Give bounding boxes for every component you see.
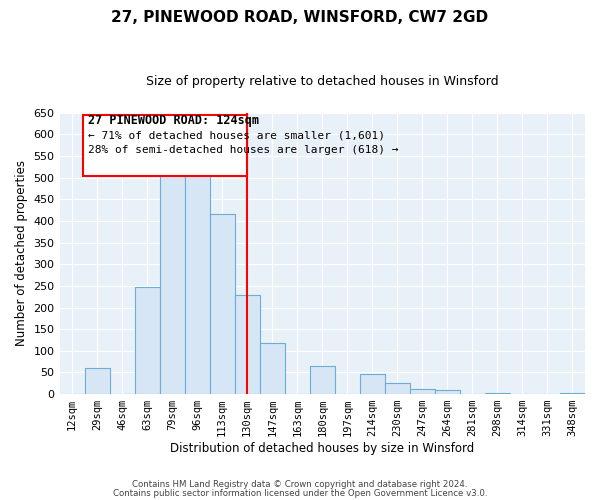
X-axis label: Distribution of detached houses by size in Winsford: Distribution of detached houses by size …	[170, 442, 475, 455]
Bar	[560, 393, 585, 394]
Text: 28% of semi-detached houses are larger (618) →: 28% of semi-detached houses are larger (…	[88, 144, 399, 154]
Bar	[260, 344, 285, 394]
Text: Contains public sector information licensed under the Open Government Licence v3: Contains public sector information licen…	[113, 488, 487, 498]
Bar	[209, 214, 235, 394]
Bar	[360, 374, 385, 394]
Text: 27 PINEWOOD ROAD: 124sqm: 27 PINEWOOD ROAD: 124sqm	[88, 114, 259, 127]
Y-axis label: Number of detached properties: Number of detached properties	[15, 160, 28, 346]
Bar	[185, 174, 209, 394]
Bar	[85, 368, 110, 394]
Bar	[160, 169, 185, 394]
Bar	[310, 366, 335, 394]
Title: Size of property relative to detached houses in Winsford: Size of property relative to detached ho…	[146, 75, 499, 88]
Bar	[134, 287, 160, 394]
Bar	[385, 384, 410, 394]
Text: Contains HM Land Registry data © Crown copyright and database right 2024.: Contains HM Land Registry data © Crown c…	[132, 480, 468, 489]
FancyBboxPatch shape	[83, 115, 247, 176]
Bar	[485, 393, 510, 394]
Text: ← 71% of detached houses are smaller (1,601): ← 71% of detached houses are smaller (1,…	[88, 130, 385, 140]
Bar	[435, 390, 460, 394]
Bar	[235, 294, 260, 394]
Text: 27, PINEWOOD ROAD, WINSFORD, CW7 2GD: 27, PINEWOOD ROAD, WINSFORD, CW7 2GD	[112, 10, 488, 25]
Bar	[410, 389, 435, 394]
